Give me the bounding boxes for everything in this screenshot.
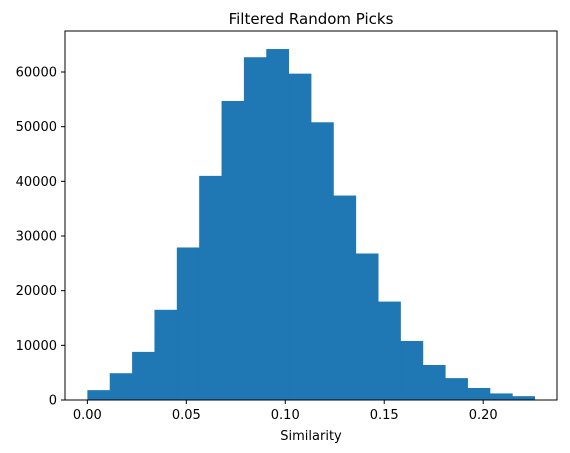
- x-tick-label: 0.20: [469, 408, 498, 423]
- histogram-bar: [422, 365, 446, 400]
- histogram-bar: [176, 247, 200, 400]
- histogram-bar: [467, 387, 491, 400]
- y-tick-label: 40000: [16, 175, 57, 190]
- histogram-bar: [400, 340, 424, 400]
- histogram-bar: [221, 100, 245, 401]
- histogram-bars: [87, 49, 536, 401]
- x-tick-label: 0.15: [370, 408, 399, 423]
- y-tick-label: 50000: [16, 120, 57, 135]
- x-tick-label: 0.05: [172, 408, 201, 423]
- histogram-bar: [378, 301, 401, 400]
- x-tick-label: 0.10: [271, 408, 300, 423]
- histogram-bar: [199, 175, 222, 400]
- y-tick-label: 10000: [16, 339, 57, 354]
- histogram-bar: [512, 396, 536, 400]
- histogram-bar: [154, 309, 178, 400]
- y-tick-label: 20000: [16, 284, 57, 299]
- y-tick-label: 30000: [16, 230, 57, 245]
- histogram-bar: [311, 122, 334, 400]
- histogram-bar: [87, 390, 111, 400]
- histogram-bar: [109, 373, 133, 400]
- x-axis-label: Similarity: [280, 429, 342, 444]
- histogram-bar: [266, 49, 290, 400]
- histogram-bar: [243, 57, 267, 401]
- histogram-bar: [489, 393, 513, 400]
- histogram-bar: [355, 253, 379, 400]
- y-axis-ticks: 0 10000 20000 30000 40000 50000 60000: [16, 66, 65, 409]
- chart-title: Filtered Random Picks: [229, 10, 394, 28]
- histogram-bar: [288, 73, 312, 400]
- y-tick-label: 60000: [16, 66, 57, 81]
- plot-frame: [64, 30, 558, 401]
- y-tick-label: 0: [49, 394, 57, 409]
- histogram-bar: [445, 378, 468, 400]
- x-axis-ticks: 0.00 0.05 0.10 0.15 0.20: [73, 400, 498, 423]
- x-tick-label: 0.00: [73, 408, 102, 423]
- histogram-bar: [333, 195, 357, 400]
- histogram-bar: [132, 351, 155, 400]
